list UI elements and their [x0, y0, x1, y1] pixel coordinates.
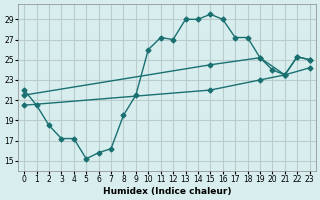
- X-axis label: Humidex (Indice chaleur): Humidex (Indice chaleur): [103, 187, 231, 196]
